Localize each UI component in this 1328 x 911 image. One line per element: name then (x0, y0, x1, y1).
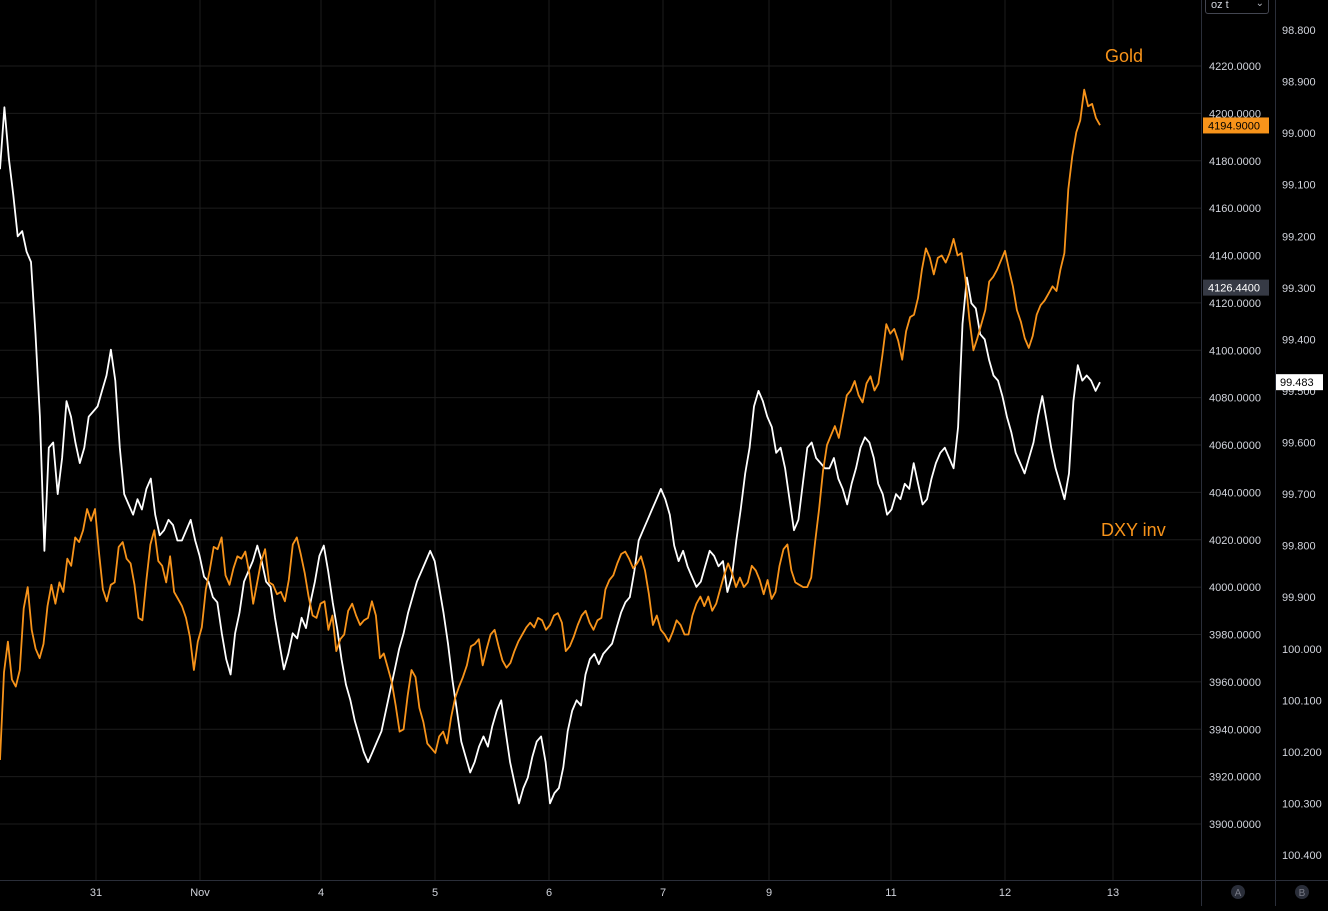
right-axis-tick-label: 98.900 (1282, 77, 1316, 89)
left-axis-tick-label: 4060.0000 (1209, 440, 1261, 452)
right-axis-tick-label: 99.400 (1282, 334, 1316, 346)
left-axis-tick-label: 4000.0000 (1209, 582, 1261, 594)
right-axis-tick-label: 100.300 (1282, 798, 1322, 810)
annotations: Gold DXY inv (1101, 46, 1166, 540)
gold-annotation: Gold (1105, 46, 1143, 66)
time-axis-tick-label: 13 (1107, 887, 1119, 899)
left-axis-tick-label: 4140.0000 (1209, 251, 1261, 263)
left-axis-tick-label: 3980.0000 (1209, 630, 1261, 642)
time-axis[interactable]: 31 Nov 4 5 6 7 9 11 12 13 (90, 887, 1119, 899)
marker-price-text: 4126.4400 (1208, 283, 1260, 295)
left-axis-tick-label: 3920.0000 (1209, 772, 1261, 784)
time-axis-tick-label: 4 (318, 887, 324, 899)
right-axis-tick-label: 100.400 (1282, 850, 1322, 862)
time-axis-tick-label: 6 (546, 887, 552, 899)
time-axis-tick-label: 9 (766, 887, 772, 899)
right-axis-tick-label: 99.900 (1282, 592, 1316, 604)
left-axis-tick-label: 4160.0000 (1209, 203, 1261, 215)
right-axis-tick-label: 99.200 (1282, 231, 1316, 243)
left-axis-tick-label: 4080.0000 (1209, 393, 1261, 405)
scale-button-b[interactable] (1295, 885, 1309, 899)
gold-last-price-text: 4194.9000 (1208, 120, 1260, 132)
right-axis-tick-label: 99.300 (1282, 283, 1316, 295)
price-labels: 4194.9000 4126.4400 99.483 (1203, 117, 1323, 391)
time-axis-tick-label: 12 (999, 887, 1011, 899)
scale-button-label: A (1235, 888, 1242, 899)
right-axis-tick-label: 99.600 (1282, 438, 1316, 450)
left-price-axis[interactable]: 4220.0000 4200.0000 4180.0000 4160.0000 4140… (1209, 61, 1261, 831)
scale-button-label: B (1299, 888, 1306, 899)
left-axis-tick-label: 4200.0000 (1209, 108, 1261, 120)
right-axis-tick-label: 99.800 (1282, 541, 1316, 553)
gold-series-line (0, 88, 1101, 761)
left-axis-tick-label: 4020.0000 (1209, 535, 1261, 547)
left-axis-tick-label: 3960.0000 (1209, 677, 1261, 689)
dxy-inv-series-line (0, 106, 1101, 805)
time-axis-tick-label: 5 (432, 887, 438, 899)
right-axis-tick-label: 99.100 (1282, 180, 1316, 192)
dxy-inv-annotation: DXY inv (1101, 520, 1166, 540)
right-axis-tick-label: 100.100 (1282, 695, 1322, 707)
left-axis-tick-label: 4180.0000 (1209, 156, 1261, 168)
dxy-last-price-badge (1276, 374, 1323, 391)
time-axis-tick-label: Nov (190, 887, 210, 899)
unit-select[interactable]: oz t ⌄ (1205, 0, 1269, 14)
left-axis-tick-label: 4040.0000 (1209, 487, 1261, 499)
right-axis-tick-label: 99.000 (1282, 128, 1316, 140)
scale-button-a[interactable] (1231, 885, 1245, 899)
right-axis-tick-label: 100.200 (1282, 747, 1322, 759)
time-axis-tick-label: 11 (885, 887, 896, 899)
right-axis-tick-label: 99.700 (1282, 489, 1316, 501)
right-axis-tick-label: 100.000 (1282, 644, 1322, 656)
left-axis-tick-label: 4220.0000 (1209, 61, 1261, 73)
right-price-axis[interactable]: 98.800 98.900 99.000 99.100 99.200 99.300 99.4… (1282, 25, 1322, 862)
left-axis-tick-label: 4120.0000 (1209, 298, 1261, 310)
time-axis-tick-label: 7 (660, 887, 666, 899)
unit-select-label: oz t (1211, 0, 1229, 11)
gold-last-price-badge (1203, 117, 1269, 134)
series-layer (0, 88, 1101, 805)
dxy-last-price-text: 99.483 (1280, 377, 1314, 389)
left-axis-tick-label: 3900.0000 (1209, 819, 1261, 831)
marker-price-badge (1203, 279, 1269, 296)
left-axis-tick-label: 3940.0000 (1209, 724, 1261, 736)
left-axis-tick-label: 4100.0000 (1209, 345, 1261, 357)
right-axis-tick-label: 98.800 (1282, 25, 1316, 37)
time-axis-tick-label: 31 (90, 887, 102, 899)
grid-lines (0, 0, 1201, 880)
chevron-down-icon: ⌄ (1255, 0, 1264, 9)
